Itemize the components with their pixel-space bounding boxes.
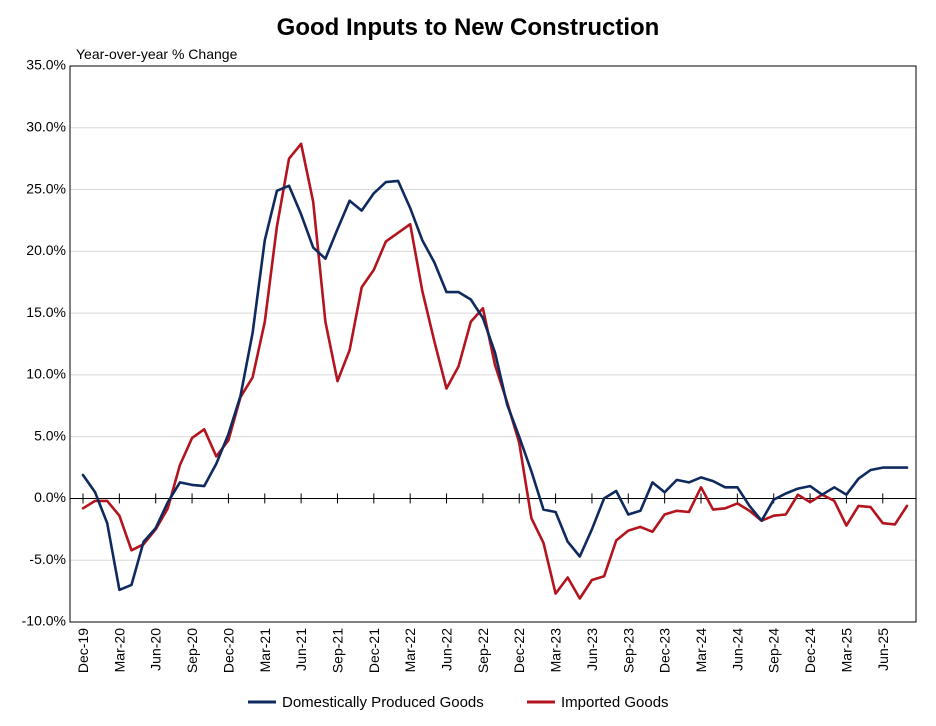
y-tick-label: 20.0% xyxy=(26,242,66,258)
y-tick-label: -5.0% xyxy=(29,551,66,567)
x-tick-label: Dec-22 xyxy=(511,628,527,673)
y-tick-label: 0.0% xyxy=(34,489,66,505)
x-tick-label: Mar-20 xyxy=(111,628,127,673)
x-tick-label: Mar-22 xyxy=(402,628,418,673)
y-tick-label: 10.0% xyxy=(26,366,66,382)
x-tick-label: Sep-24 xyxy=(766,628,782,673)
x-tick-label: Sep-22 xyxy=(475,628,491,673)
y-tick-label: 15.0% xyxy=(26,304,66,320)
x-tick-label: Dec-21 xyxy=(366,628,382,673)
x-tick-label: Jun-24 xyxy=(729,628,745,671)
x-tick-label: Sep-23 xyxy=(620,628,636,673)
x-tick-label: Mar-24 xyxy=(693,628,709,673)
x-tick-label: Dec-23 xyxy=(657,628,673,673)
legend-label: Imported Goods xyxy=(561,694,669,711)
x-tick-label: Sep-20 xyxy=(184,628,200,673)
x-tick-label: Mar-23 xyxy=(548,628,564,673)
x-tick-label: Dec-19 xyxy=(75,628,91,673)
x-tick-label: Mar-25 xyxy=(838,628,854,673)
series-line-domestic xyxy=(81,179,909,592)
x-tick-label: Jun-22 xyxy=(439,628,455,671)
series-line-imported xyxy=(81,142,909,600)
legend-label: Domestically Produced Goods xyxy=(282,694,484,711)
x-tick-label: Dec-20 xyxy=(220,628,236,673)
gridlines xyxy=(70,127,916,561)
x-tick-label: Jun-21 xyxy=(293,628,309,671)
legend: Domestically Produced Goods Imported Good… xyxy=(248,694,669,711)
x-tick-label: Sep-21 xyxy=(329,628,345,673)
x-tick-label: Mar-21 xyxy=(257,628,273,673)
y-axis-label: Year-over-year % Change xyxy=(76,46,238,62)
x-tick-label: Jun-20 xyxy=(148,628,164,671)
y-axis-ticks: 35.0% 30.0% 25.0% 20.0% 15.0% 10.0% 5.0% 0.0% -5… xyxy=(22,57,66,629)
x-axis-ticks: Dec-19 Mar-20 Jun-20 Sep-20 Dec-20 Mar-21 Jun-… xyxy=(75,628,891,673)
y-tick-label: 35.0% xyxy=(26,57,66,73)
x-tick-label: Jun-23 xyxy=(584,628,600,671)
zero-axis xyxy=(70,493,916,504)
plot-area-frame xyxy=(69,65,917,623)
chart-title: Good Inputs to New Construction xyxy=(276,14,660,41)
y-tick-label: -10.0% xyxy=(22,613,66,629)
series-lines xyxy=(81,142,909,600)
x-tick-label: Jun-25 xyxy=(875,628,891,671)
y-tick-label: 25.0% xyxy=(26,180,66,196)
x-tick-label: Dec-24 xyxy=(802,628,818,673)
y-tick-label: 5.0% xyxy=(34,427,66,443)
y-tick-label: 30.0% xyxy=(26,118,66,134)
